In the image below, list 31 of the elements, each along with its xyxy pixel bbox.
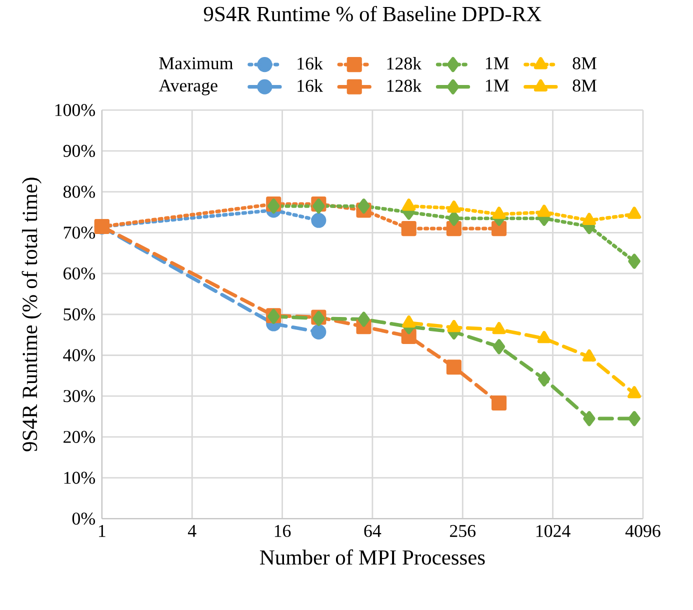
y-axis-title: 9S4R Runtime (% of total time)	[22, 178, 42, 452]
y-tick-label: 100%	[55, 104, 95, 116]
y-tick-label: 10%	[64, 472, 95, 484]
y-tick-label: 0%	[72, 512, 95, 525]
legend-label: 1M	[486, 79, 509, 92]
legend-label: 1M	[486, 57, 509, 69]
y-tick-label: 50%	[64, 308, 95, 320]
legend-label: 8M	[572, 57, 596, 70]
text: Maximum	[159, 57, 234, 70]
legend-label: 128k	[387, 79, 422, 92]
y-tick-label: 70%	[64, 226, 95, 239]
x-tick-label: 4096	[625, 524, 660, 537]
y-tick-label: 80%	[63, 186, 95, 198]
legend-label: 16k	[298, 79, 323, 92]
legend-label: 128k	[387, 56, 422, 70]
x-tick-label: 256	[450, 524, 476, 537]
y-tick-label: 30%	[64, 390, 95, 402]
x-tick-label: 1	[99, 524, 106, 537]
y-tick-label: 20%	[64, 430, 95, 443]
x-tick-label: 1024	[536, 524, 570, 537]
y-tick-label: 40%	[63, 348, 95, 362]
text: Average	[158, 79, 218, 96]
y-tick-label: 90%	[63, 144, 95, 157]
legend-label: 8M	[572, 79, 596, 92]
x-axis-title: Number of MPI Processes	[260, 549, 485, 565]
legend-label: 16k	[298, 56, 323, 70]
x-tick-label: 64	[364, 524, 382, 537]
chart-title: 9S4R Runtime % of Baseline DPD-RX	[204, 6, 542, 22]
y-tick-label: 60%	[64, 267, 95, 280]
x-tick-label: 4	[188, 524, 196, 537]
x-tick-label: 16	[274, 524, 291, 537]
